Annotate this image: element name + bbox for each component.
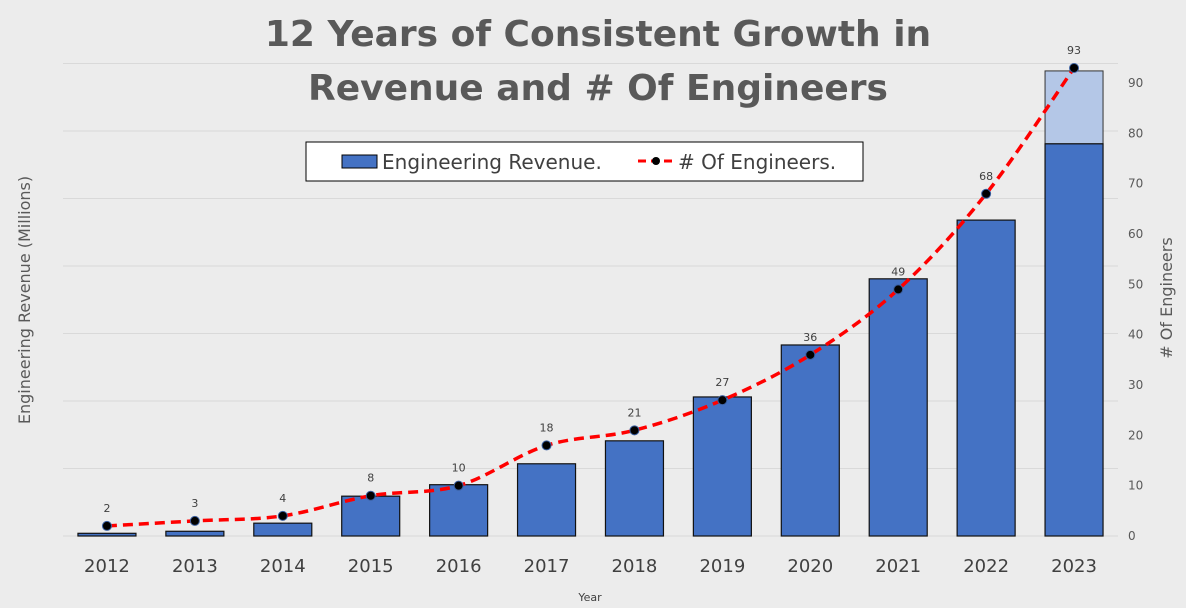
right-tick-80: 80 (1128, 126, 1143, 140)
engineers-marker-2015 (365, 490, 376, 501)
x-tick-2017: 2017 (524, 556, 570, 577)
engineers-marker-2021 (893, 284, 904, 295)
right-tick-50: 50 (1128, 277, 1143, 291)
bar-2016 (429, 484, 489, 537)
data-label-2021: 49 (891, 265, 905, 278)
engineers-marker-2017 (541, 440, 552, 451)
x-tick-2013: 2013 (172, 556, 218, 577)
data-label-2023: 93 (1067, 44, 1081, 57)
gridlines (63, 63, 1118, 537)
engineers-line: 2 3 4 8 10 18 21 27 36 49 68 93 (101, 44, 1081, 531)
right-tick-10: 10 (1128, 479, 1143, 493)
data-label-2015: 8 (367, 472, 374, 485)
bar-2019 (692, 396, 752, 537)
legend-bar-swatch (341, 154, 378, 169)
legend-marker (652, 157, 660, 165)
legend: Engineering Revenue. # Of Engineers. (305, 141, 864, 182)
x-tick-2016: 2016 (436, 556, 482, 577)
bar-2017 (516, 463, 577, 537)
x-tick-2015: 2015 (348, 556, 394, 577)
x-ticks: 2012 2013 2014 2015 2016 2017 2018 2019 2020 2021… (84, 556, 1097, 577)
engineers-marker-2013 (189, 515, 200, 526)
data-label-2019: 27 (715, 376, 729, 389)
x-tick-2012: 2012 (84, 556, 130, 577)
bar-2013 (165, 530, 225, 537)
engineers-marker-2019 (717, 395, 728, 406)
right-tick-0: 0 (1128, 529, 1136, 543)
engineers-marker-2018 (629, 425, 640, 436)
engineers-marker-2016 (453, 480, 464, 491)
data-label-2013: 3 (191, 497, 198, 510)
right-y-ticks: 0 10 20 30 40 50 60 70 80 90 (1128, 76, 1143, 543)
right-axis-label: # Of Engineers (1157, 237, 1176, 358)
x-tick-2022: 2022 (963, 556, 1009, 577)
engineers-marker-2014 (277, 510, 288, 521)
data-label-2018: 21 (627, 406, 641, 419)
right-tick-20: 20 (1128, 428, 1143, 442)
right-tick-30: 30 (1128, 378, 1143, 392)
right-tick-60: 60 (1128, 227, 1143, 241)
data-label-2022: 68 (979, 170, 993, 183)
legend-label-engineers: # Of Engineers. (678, 150, 836, 174)
x-tick-2021: 2021 (875, 556, 921, 577)
data-label-2016: 10 (452, 462, 466, 475)
x-tick-2020: 2020 (787, 556, 833, 577)
legend-label-revenue: Engineering Revenue. (382, 150, 602, 174)
data-label-2020: 36 (803, 331, 817, 344)
chart-title-line-2: Revenue and # Of Engineers (308, 68, 888, 109)
engineers-marker-2020 (805, 349, 816, 360)
bar-2018 (604, 440, 665, 537)
bar-2021 (868, 278, 928, 537)
engineers-marker-2012 (101, 520, 112, 531)
data-label-2012: 2 (103, 502, 110, 515)
chart-title-line-1: 12 Years of Consistent Growth in (265, 14, 931, 55)
x-tick-2023: 2023 (1051, 556, 1097, 577)
bar-2020 (780, 344, 840, 537)
bar-2023 (1044, 143, 1104, 537)
data-label-2017: 18 (540, 421, 554, 434)
x-tick-2018: 2018 (612, 556, 658, 577)
right-tick-90: 90 (1128, 76, 1143, 90)
bar-2012 (77, 532, 137, 537)
bar-projected-2023 (1044, 70, 1104, 145)
right-tick-40: 40 (1128, 328, 1143, 342)
left-axis-label: Engineering Revenue (Millions) (15, 176, 34, 424)
bar-2022 (956, 219, 1016, 537)
x-axis-label: Year (577, 591, 602, 604)
bars (77, 70, 1104, 537)
x-tick-2019: 2019 (699, 556, 745, 577)
engineers-line-path (106, 66, 1076, 528)
bar-2014 (253, 522, 313, 537)
bar-2015 (341, 495, 401, 537)
engineers-marker-2022 (981, 188, 992, 199)
data-label-2014: 4 (279, 492, 286, 505)
x-tick-2014: 2014 (260, 556, 306, 577)
right-tick-70: 70 (1128, 177, 1143, 191)
legend-box (305, 141, 864, 182)
engineers-marker-2023 (1069, 63, 1080, 73)
